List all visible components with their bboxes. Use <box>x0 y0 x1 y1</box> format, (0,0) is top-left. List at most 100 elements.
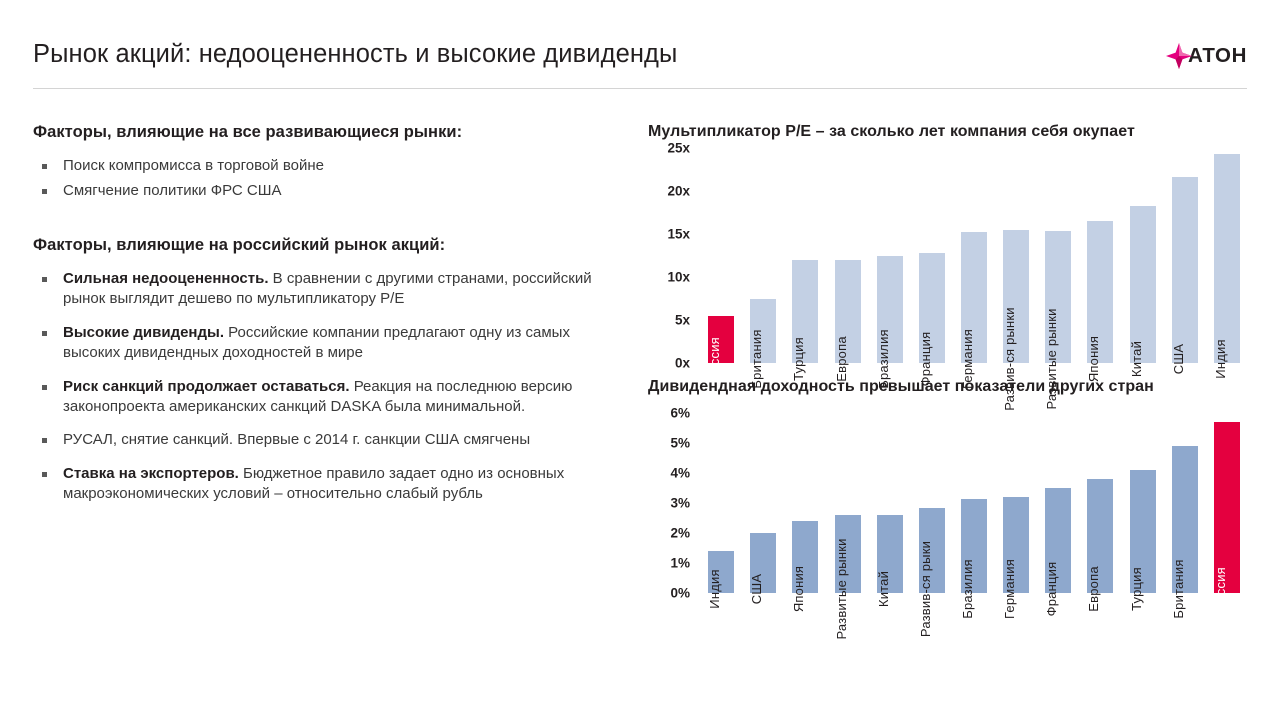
bar-slot: Китай <box>1122 148 1164 377</box>
bar-category-label: Индия <box>1212 339 1228 379</box>
list-item-text: РУСАЛ, снятие санкций. Впервые с 2014 г.… <box>63 431 531 449</box>
bar-category-label: Россия <box>707 337 723 382</box>
chart-bar: Британия <box>749 298 777 389</box>
bar-slot: Франция <box>911 148 953 386</box>
bar-category-label: Европа <box>833 336 849 382</box>
axis-tick-label: 0% <box>670 585 690 601</box>
right-chart-column: Мультипликатор P/E – за сколько лет комп… <box>648 122 1248 640</box>
aton-logo: АТОН <box>1166 42 1247 70</box>
pe-chart-block: Мультипликатор P/E – за сколько лет комп… <box>648 122 1248 411</box>
axis-tick-label: 1% <box>670 555 690 571</box>
chart-bar: Турция <box>1129 470 1156 611</box>
chart-bar: США <box>749 533 777 605</box>
dividend-chart-plot: 6% 5% 4% 3% 2% 1% 0% Индия США Япония Развитые ры… <box>648 406 1248 640</box>
bar-slot: Британия <box>1164 413 1206 619</box>
left-text-column: Факторы, влияющие на все развивающиеся р… <box>33 122 621 518</box>
list-item-lead: Ставка на экспортеров. <box>63 464 239 482</box>
list-item-text: Смягчение политики ФРС США <box>63 182 282 200</box>
chart-bar: Франция <box>918 253 945 386</box>
bar-category-label: Китай <box>1128 341 1144 378</box>
bar-category-label: Франция <box>1044 561 1060 617</box>
axis-tick-label: 0x <box>674 355 690 371</box>
bar-slot: Бразилия <box>869 148 911 389</box>
bar-slot: Турция <box>1122 413 1164 611</box>
axis-tick-label: 15x <box>667 226 690 242</box>
bar-category-label: Бразилия <box>960 559 976 620</box>
dividend-chart-y-axis: 6% 5% 4% 3% 2% 1% 0% <box>648 406 690 601</box>
chart-bar: Развив-ся рыки <box>918 507 945 637</box>
bar-slot: Европа <box>826 148 868 382</box>
bullet-list-emerging-markets: Поиск компромисса в торговой войне Смягче… <box>33 156 621 202</box>
bar-slot: Япония <box>784 413 826 612</box>
bar-category-label: США <box>1170 343 1186 375</box>
chart-bar: Китай <box>876 515 903 607</box>
axis-tick-label: 10x <box>667 269 690 285</box>
bar-slot: Китай <box>869 413 911 607</box>
list-item: Поиск компромисса в торговой войне <box>33 156 621 176</box>
bar-slot: Индия <box>700 413 742 609</box>
pe-chart-bars: Россия Британия Турция Европа Бразилия Франци… <box>700 148 1248 411</box>
axis-tick-label: 20x <box>667 183 690 199</box>
chart-bar: Развив-ся рынки <box>1002 229 1030 411</box>
list-item-text: Реакция на последнюю версию законопроект… <box>63 377 573 415</box>
list-item-text: В сравнении с другими странами, российск… <box>63 270 592 308</box>
bar-category-label: Турция <box>791 337 807 382</box>
bar-slot: Япония <box>1079 148 1121 382</box>
bar-slot: Индия <box>1206 148 1248 379</box>
bar-category-label: Япония <box>1086 335 1102 383</box>
list-item-lead: Сильная недооцененность. <box>63 270 269 288</box>
bullet-list-russian-market: Сильная недооцененность. В сравнении с д… <box>33 269 621 505</box>
section-heading-russian-market: Факторы, влияющие на российский рынок ак… <box>33 236 446 255</box>
bar-slot: США <box>1164 148 1206 374</box>
bar-category-label: Развитые рынки <box>833 538 849 640</box>
axis-tick-label: 25x <box>667 140 690 156</box>
bar-slot: Развитые рынки <box>1037 148 1079 410</box>
chart-bar: Индия <box>1213 154 1240 379</box>
section-heading-emerging-markets: Факторы, влияющие на все развивающиеся р… <box>33 123 463 141</box>
bar-category-label: Китай <box>875 571 891 608</box>
chart-bar: США <box>1171 176 1198 374</box>
bar-slot: Франция <box>1037 413 1079 617</box>
pe-chart-title: Мультипликатор P/E – за сколько лет комп… <box>648 123 1135 140</box>
pe-chart-plot: 25x 20x 15x 10x 5x 0x Россия Британия Турция Евр… <box>648 141 1248 411</box>
chart-bar: Франция <box>1044 488 1072 617</box>
chart-bar: Китай <box>1129 205 1156 377</box>
page-title: Рынок акций: недооцененность и высокие д… <box>33 40 678 68</box>
list-item-text: Бюджетное правило задает одно из основны… <box>63 464 565 503</box>
chart-bar: Россия <box>707 315 735 381</box>
bar-category-label: Германия <box>1002 559 1018 620</box>
chart-bar: Европа <box>834 259 861 382</box>
axis-tick-label: 6% <box>670 405 690 421</box>
chart-bar: Бразилия <box>960 498 988 619</box>
chart-bar: Япония <box>1086 221 1114 382</box>
bar-slot: Бразилия <box>953 413 995 619</box>
chart-bar: Бразилия <box>876 255 903 389</box>
bar-slot: Развив-ся рыки <box>911 413 953 637</box>
bar-slot: США <box>742 413 784 605</box>
list-item-text: Поиск компромисса в торговой войне <box>63 156 324 174</box>
chart-bar: Германия <box>1002 497 1030 619</box>
bar-slot: Россия <box>1206 413 1248 611</box>
chart-bar: Британия <box>1171 446 1198 619</box>
dividend-chart-bars: Индия США Япония Развитые рынки Китай Развив-… <box>700 413 1248 640</box>
bar-slot: Развитые рынки <box>826 413 868 640</box>
axis-tick-label: 4% <box>670 465 690 481</box>
list-item: Высокие дивиденды. Российские компании п… <box>33 323 621 364</box>
bar-slot: Британия <box>742 148 784 389</box>
bar-slot: Россия <box>700 148 742 381</box>
list-item: Риск санкций продолжает оставаться. Реак… <box>33 377 621 418</box>
slide-header: Рынок акций: недооцененность и высокие д… <box>0 0 1280 89</box>
list-item-text: Российские компании предлагают одну из с… <box>63 323 570 362</box>
bar-category-label: Британия <box>1170 559 1186 619</box>
bar-category-label: Европа <box>1086 566 1102 613</box>
bar-category-label: Индия <box>707 569 723 610</box>
dividend-chart-title: Дивидендная доходность превышает показат… <box>648 378 1154 396</box>
list-item: Сильная недооцененность. В сравнении с д… <box>33 269 621 310</box>
dividend-chart-block: Дивидендная доходность превышает показат… <box>648 377 1248 640</box>
bar-category-label: Развив-ся рыки <box>917 541 933 638</box>
chart-bar: Развитые рынки <box>1044 230 1072 410</box>
axis-tick-label: 2% <box>670 525 690 541</box>
bar-slot: Европа <box>1079 413 1121 612</box>
bar-slot: Германия <box>953 148 995 389</box>
header-divider <box>33 88 1247 89</box>
